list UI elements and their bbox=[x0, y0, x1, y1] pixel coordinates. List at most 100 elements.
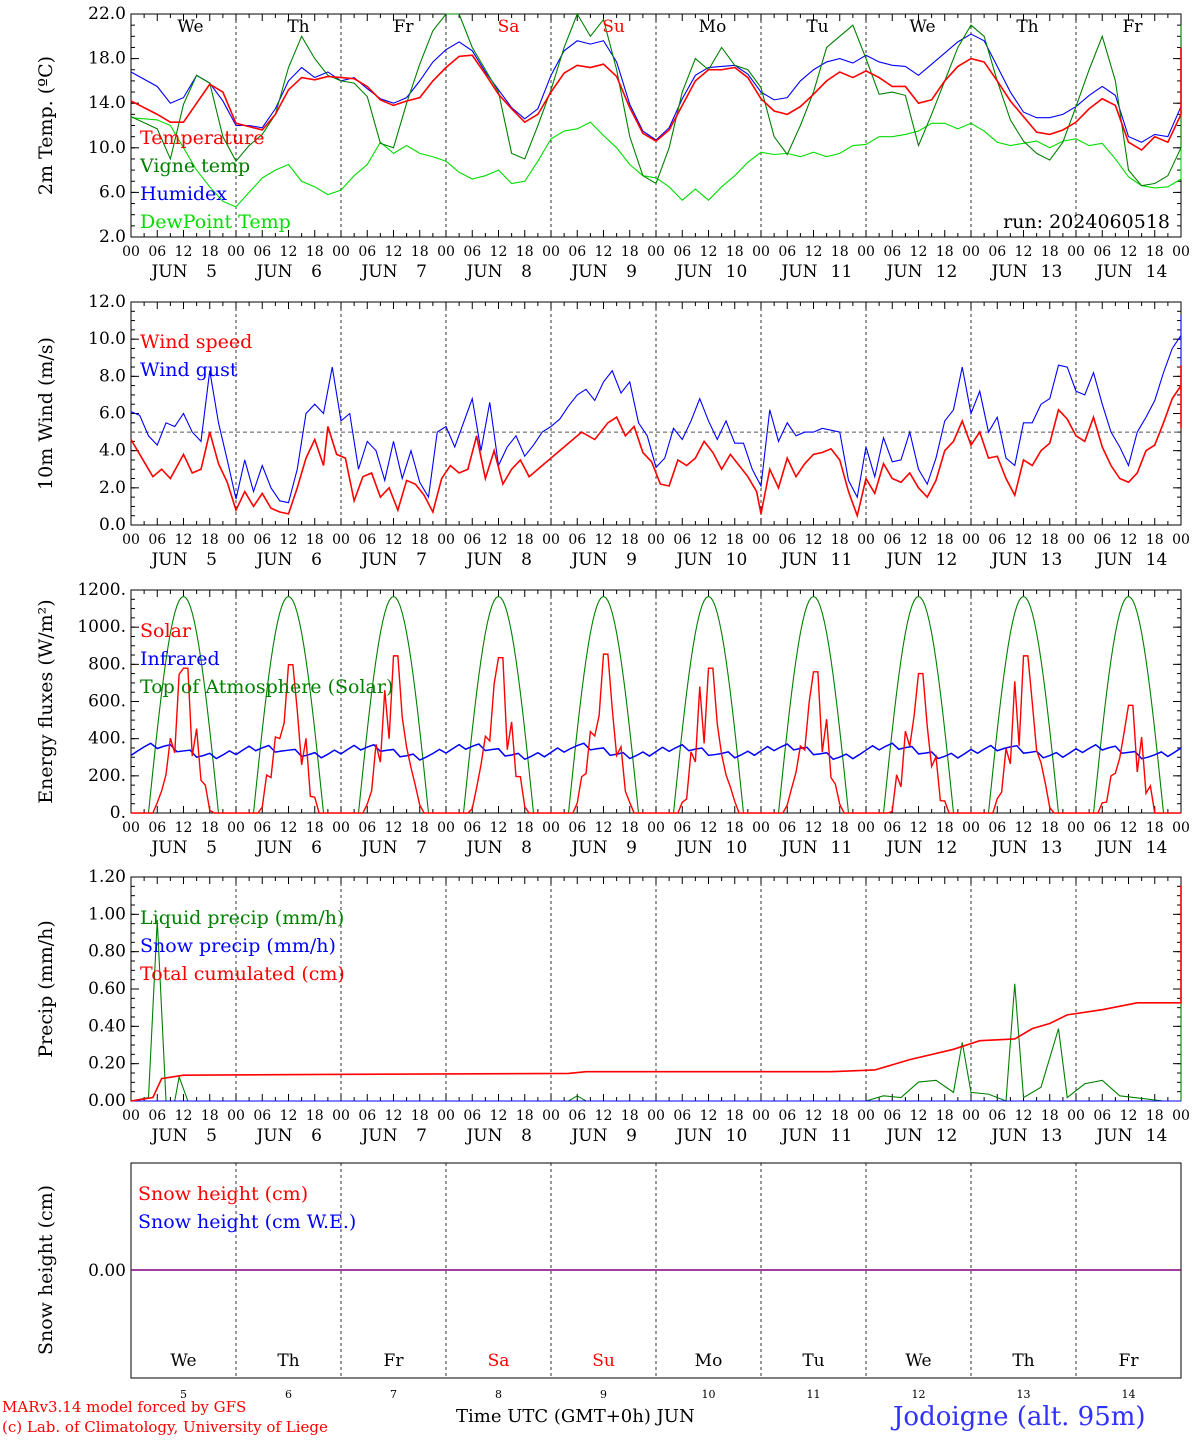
hour-label: 12 bbox=[1120, 532, 1138, 548]
hour-label: 18 bbox=[936, 1108, 954, 1124]
hour-label: 06 bbox=[568, 1108, 586, 1124]
y-tick-label: 10.0 bbox=[88, 138, 126, 158]
date-label: 6 bbox=[311, 1126, 322, 1146]
series-solar bbox=[131, 653, 1181, 814]
y-tick-label: 4.0 bbox=[99, 441, 126, 461]
hour-label: 12 bbox=[490, 532, 508, 548]
legend-snow-height-cm: Snow height (cm) bbox=[138, 1183, 308, 1205]
hour-label: 06 bbox=[568, 820, 586, 836]
month-label: JUN bbox=[464, 1126, 502, 1146]
y-tick-label: 14.0 bbox=[88, 93, 126, 113]
y-axis-label: 2m Temp. (ºC) bbox=[35, 56, 57, 195]
date-label: 11 bbox=[831, 550, 853, 570]
y-tick-label: 6.0 bbox=[99, 404, 126, 424]
series-temperature bbox=[130, 47, 1182, 152]
date-label: 10 bbox=[726, 550, 748, 570]
hour-label: 00 bbox=[227, 820, 245, 836]
hour-label: 12 bbox=[175, 820, 193, 836]
date-label: 6 bbox=[311, 550, 322, 570]
panel-frame bbox=[130, 301, 1182, 526]
date-label: 14 bbox=[1146, 262, 1168, 282]
day-abbr: Su bbox=[602, 17, 625, 37]
y-tick-label: 0.60 bbox=[88, 979, 126, 999]
hour-label: 00 bbox=[647, 532, 665, 548]
day-abbr-bottom: Su bbox=[592, 1351, 615, 1371]
hour-label: 00 bbox=[332, 1108, 350, 1124]
hour-label: 00 bbox=[437, 820, 455, 836]
series-infrared bbox=[130, 742, 1182, 761]
hour-label: 18 bbox=[1146, 1108, 1164, 1124]
hour-label: 06 bbox=[988, 244, 1006, 260]
date-label: 8 bbox=[521, 550, 532, 570]
hour-label: 06 bbox=[778, 820, 796, 836]
hour-label: 00 bbox=[227, 1108, 245, 1124]
hour-label: 18 bbox=[411, 1108, 429, 1124]
hour-label: 06 bbox=[358, 244, 376, 260]
hour-label: 00 bbox=[857, 244, 875, 260]
hour-label: 00 bbox=[857, 1108, 875, 1124]
date-label: 6 bbox=[311, 838, 322, 858]
hour-label: 00 bbox=[332, 244, 350, 260]
date-label: 9 bbox=[626, 550, 637, 570]
hour-label: 06 bbox=[1093, 244, 1111, 260]
hour-label: 00 bbox=[752, 1108, 770, 1124]
hour-label: 00 bbox=[752, 532, 770, 548]
y-tick-label: 6.0 bbox=[99, 182, 126, 202]
day-abbr-bottom: Tu bbox=[802, 1351, 824, 1371]
month-label: JUN bbox=[464, 838, 502, 858]
hour-label: 18 bbox=[201, 532, 219, 548]
hour-label: 18 bbox=[516, 532, 534, 548]
y-tick-label: 1.20 bbox=[88, 867, 126, 887]
hour-label: 18 bbox=[306, 532, 324, 548]
hour-label: 18 bbox=[411, 820, 429, 836]
hour-label: 06 bbox=[358, 532, 376, 548]
y-tick-label: 10.0 bbox=[88, 329, 126, 349]
hour-label: 00 bbox=[647, 820, 665, 836]
day-abbr-bottom: Th bbox=[1012, 1351, 1034, 1371]
hour-label: 12 bbox=[805, 532, 823, 548]
series-vigne-temp bbox=[130, 12, 1182, 187]
y-tick-label: 1200. bbox=[77, 580, 126, 600]
hour-label: 18 bbox=[1146, 532, 1164, 548]
hour-label: 12 bbox=[1015, 532, 1033, 548]
hour-label: 06 bbox=[883, 1108, 901, 1124]
month-label: JUN bbox=[359, 838, 397, 858]
date-label: 13 bbox=[1041, 262, 1063, 282]
month-label: JUN bbox=[254, 262, 292, 282]
y-tick-label: 1000. bbox=[77, 617, 126, 637]
date-label-bottom: 11 bbox=[807, 1388, 821, 1401]
y-tick-label: 18.0 bbox=[88, 49, 126, 69]
hour-label: 12 bbox=[595, 244, 613, 260]
date-label: 10 bbox=[726, 262, 748, 282]
month-label: JUN bbox=[884, 1126, 922, 1146]
date-label: 7 bbox=[416, 262, 427, 282]
day-abbr-bottom: Sa bbox=[488, 1351, 510, 1371]
hour-label: 12 bbox=[175, 1108, 193, 1124]
day-abbr-bottom: We bbox=[905, 1351, 931, 1371]
month-label: JUN bbox=[989, 1126, 1027, 1146]
day-abbr: We bbox=[177, 17, 203, 37]
date-label-bottom: 8 bbox=[495, 1388, 502, 1401]
date-label-bottom: 10 bbox=[702, 1388, 716, 1401]
y-tick-label: 22.0 bbox=[88, 4, 126, 24]
y-tick-label: 0.00 bbox=[88, 1261, 126, 1281]
hour-label: 00 bbox=[857, 820, 875, 836]
month-label: JUN bbox=[254, 550, 292, 570]
legend-snow-precip-mm-h-: Snow precip (mm/h) bbox=[140, 935, 336, 957]
date-label: 10 bbox=[726, 1126, 748, 1146]
hour-label: 00 bbox=[1172, 532, 1190, 548]
date-label: 14 bbox=[1146, 550, 1168, 570]
y-tick-label: 0.20 bbox=[88, 1054, 126, 1074]
hour-label: 18 bbox=[936, 532, 954, 548]
hour-label: 06 bbox=[148, 820, 166, 836]
hour-label: 18 bbox=[621, 820, 639, 836]
hour-label: 00 bbox=[1172, 244, 1190, 260]
hour-label: 00 bbox=[752, 820, 770, 836]
month-label: JUN bbox=[569, 1126, 607, 1146]
y-tick-label: 0.00 bbox=[88, 1091, 126, 1111]
legend-vigne-temp: Vigne temp bbox=[139, 155, 250, 177]
hour-label: 00 bbox=[1172, 820, 1190, 836]
hour-label: 12 bbox=[700, 820, 718, 836]
date-label: 12 bbox=[936, 550, 958, 570]
